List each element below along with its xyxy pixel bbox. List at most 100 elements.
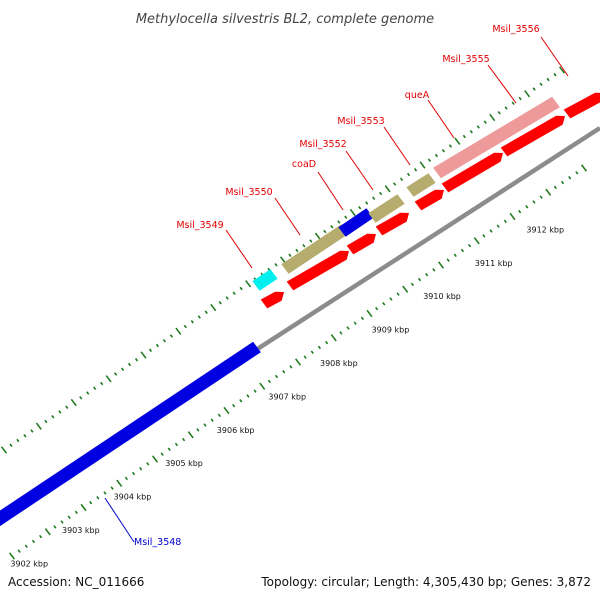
outer-tick-mark [0, 446, 8, 454]
gene-leader-line [225, 229, 253, 269]
outer-tick-mark [532, 87, 536, 91]
gene-label: Msil_3550 [225, 187, 272, 198]
inner-tick-mark [410, 282, 414, 287]
outer-tick-mark [162, 338, 167, 343]
gene-leader-line [317, 171, 344, 211]
outer-tick-mark [344, 215, 348, 220]
outer-tick-mark [393, 182, 397, 186]
gene-label: Msil_3555 [442, 54, 489, 65]
inner-tick-mark [110, 486, 114, 490]
kbp-tick-label: 3902 kbp [10, 559, 48, 568]
gene-label: Msil_3549 [176, 220, 223, 231]
inner-tick-mark [473, 237, 480, 245]
inner-tick-mark [53, 525, 57, 529]
inner-tick-mark [8, 552, 16, 560]
gene-msil-3552-bar [368, 194, 405, 223]
gene-leader-line [540, 36, 569, 77]
inner-tick-mark [239, 399, 243, 403]
outer-tick-mark [454, 137, 461, 145]
inner-tick-mark [432, 268, 436, 272]
gene-label: Msil_3553 [337, 116, 384, 127]
inner-tick-mark [196, 428, 200, 432]
outer-tick-mark [190, 319, 194, 324]
outer-tick-mark [497, 110, 501, 115]
genome-title: Methylocella silvestris BL2, complete ge… [136, 12, 434, 27]
inner-tick-mark [468, 243, 472, 248]
outer-tick-mark [384, 185, 391, 193]
gene-label: Msil_3552 [299, 139, 346, 150]
inner-tick-mark [553, 185, 557, 190]
inner-tick-mark [460, 248, 465, 253]
inner-tick-mark [339, 331, 343, 335]
inner-tick-mark [167, 447, 171, 452]
outer-tick-mark [349, 208, 356, 217]
inner-tick-mark [74, 510, 78, 515]
kbp-tick-label: 3906 kbp [217, 426, 255, 435]
outer-tick-mark [65, 405, 69, 410]
feature-layer [0, 92, 600, 527]
outer-tick-mark [413, 167, 418, 172]
gene-msil-3549-bar [252, 269, 278, 291]
label-layer: 3902 kbp 3903 kbp 3904 kbp 3905 kbp 3906 kbp… [10, 24, 569, 568]
outer-tick-mark [489, 113, 496, 122]
inner-tick-mark [253, 389, 257, 393]
inner-tick-mark [174, 442, 179, 447]
outer-tick-mark [93, 386, 97, 391]
outer-tick-mark [476, 125, 480, 129]
inner-tick-mark [259, 382, 266, 390]
inner-tick-mark [525, 205, 529, 209]
outer-tick-mark [183, 324, 187, 329]
outer-tick-mark [553, 72, 557, 77]
inner-tick-mark [187, 431, 194, 439]
cds-arrow [346, 233, 376, 255]
outer-tick-mark [295, 248, 299, 253]
outer-tick-mark [483, 120, 487, 125]
inner-tick-mark [425, 272, 429, 277]
outer-tick-mark [469, 129, 473, 134]
gene-label: queA [405, 90, 430, 101]
outer-tick-mark [239, 286, 243, 291]
inner-tick-mark [503, 219, 507, 224]
outer-tick-mark [16, 438, 20, 443]
inner-tick-mark [210, 418, 214, 422]
outer-tick-mark [511, 101, 515, 106]
outer-tick-mark [434, 153, 439, 158]
kbp-tick-label: 3910 kbp [423, 292, 461, 301]
inner-tick-mark [139, 466, 143, 471]
cds-arrow [414, 189, 444, 211]
outer-tick-mark [204, 310, 208, 315]
inner-tick-mark [346, 326, 350, 330]
inner-tick-mark [151, 455, 159, 463]
inner-tick-mark [446, 258, 450, 262]
outer-tick-mark [309, 239, 313, 243]
outer-tick-mark [330, 224, 334, 229]
inner-tick-mark [96, 496, 100, 500]
outer-tick-mark [197, 315, 201, 319]
inner-tick-mark [223, 406, 230, 415]
outer-tick-mark [70, 398, 77, 407]
outer-tick-mark [448, 144, 452, 148]
inner-tick-mark [232, 403, 236, 408]
inner-tick-mark [496, 224, 500, 228]
outer-tick-mark [323, 229, 327, 234]
outer-tick-mark [372, 196, 376, 201]
inner-tick-mark [396, 292, 400, 296]
cds-arrow [563, 92, 600, 119]
outer-tick-mark [245, 280, 252, 288]
outer-tick-mark [524, 90, 531, 98]
gene-label: Msil_3556 [492, 24, 539, 35]
inner-tick-mark [89, 500, 93, 505]
outer-tick-mark [79, 395, 83, 400]
gene-leader-line [104, 497, 135, 543]
outer-tick-mark [546, 77, 550, 82]
outer-tick-mark [399, 177, 404, 182]
outer-tick-mark [51, 414, 55, 419]
outer-tick-mark [140, 351, 147, 359]
gene-leader-line [427, 99, 455, 139]
outer-tick-mark [441, 148, 446, 153]
outer-tick-mark [155, 343, 160, 348]
inner-tick-mark [330, 334, 337, 342]
inner-tick-mark [246, 394, 250, 398]
inner-tick-mark [116, 479, 123, 487]
outer-tick-mark [127, 362, 132, 367]
